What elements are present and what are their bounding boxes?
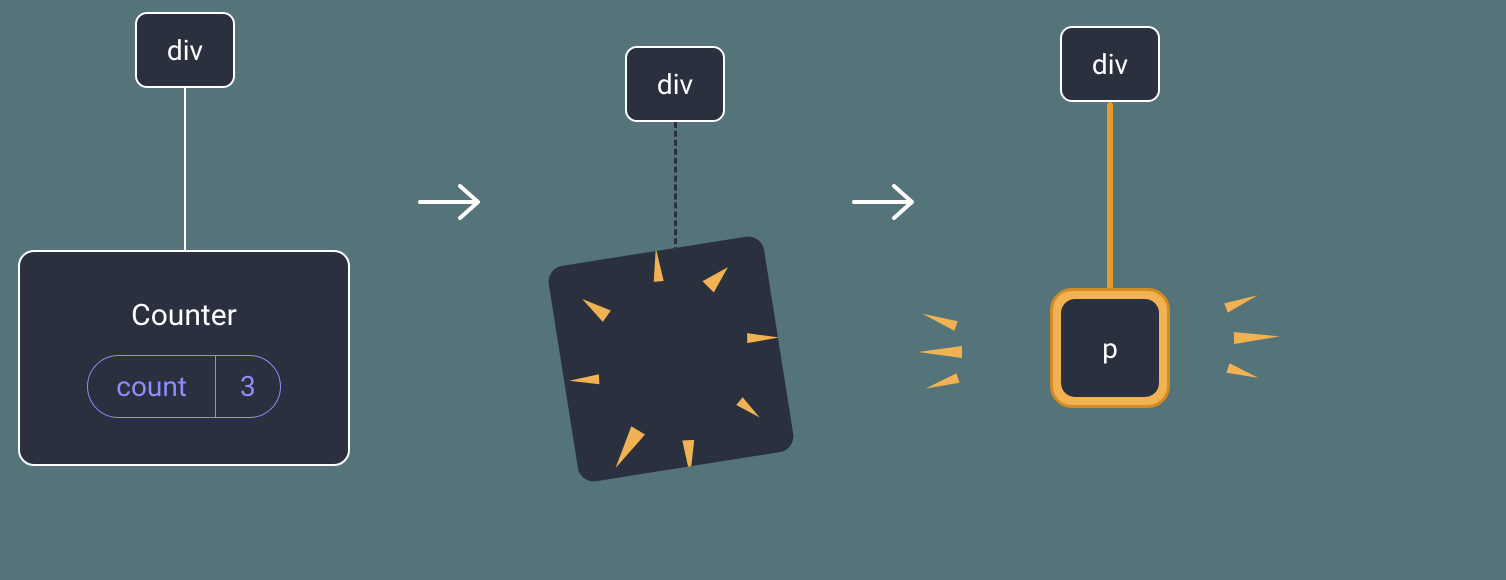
diagram-canvas: div Counter count 3 div div p bbox=[0, 0, 1506, 580]
stage3-p-label: p bbox=[1102, 332, 1118, 365]
stage3-p-inner: p bbox=[1061, 299, 1159, 397]
stage3-sparkles bbox=[0, 0, 1506, 580]
